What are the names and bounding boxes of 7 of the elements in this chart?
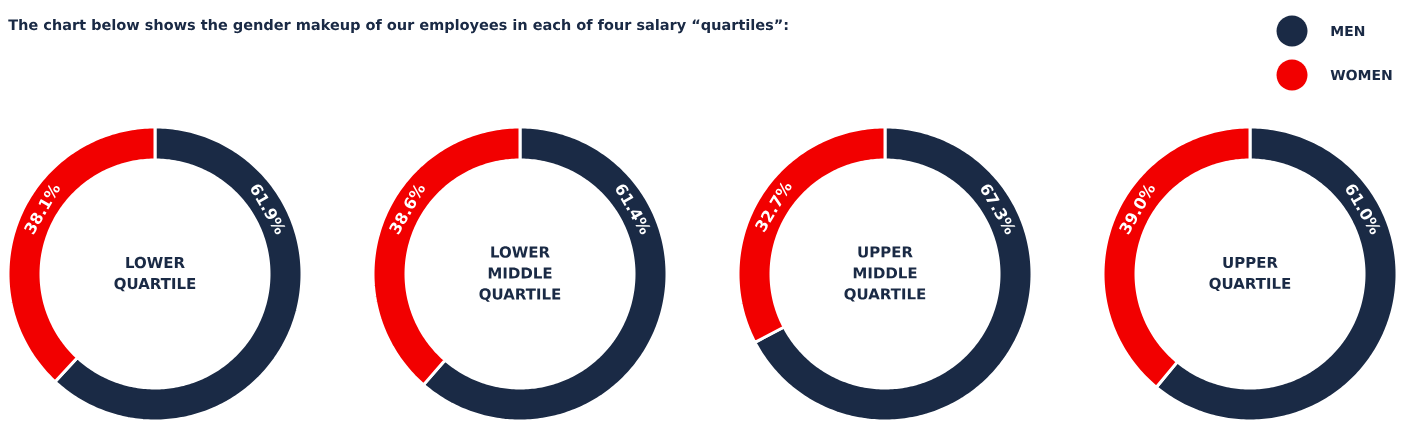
legend-label: MEN (1331, 25, 1365, 37)
text: UPPER MIDDLE QUARTILE (844, 246, 926, 302)
text: UPPER QUARTILE (1209, 256, 1291, 292)
legend-label: WOMEN (1330, 69, 1392, 81)
text: LOWER QUARTILE (114, 256, 196, 292)
text: The chart below shows the gender makeup of our employees in each of four salary “quartiles”: (8, 18, 788, 34)
text: LOWER MIDDLE QUARTILE (479, 246, 561, 302)
